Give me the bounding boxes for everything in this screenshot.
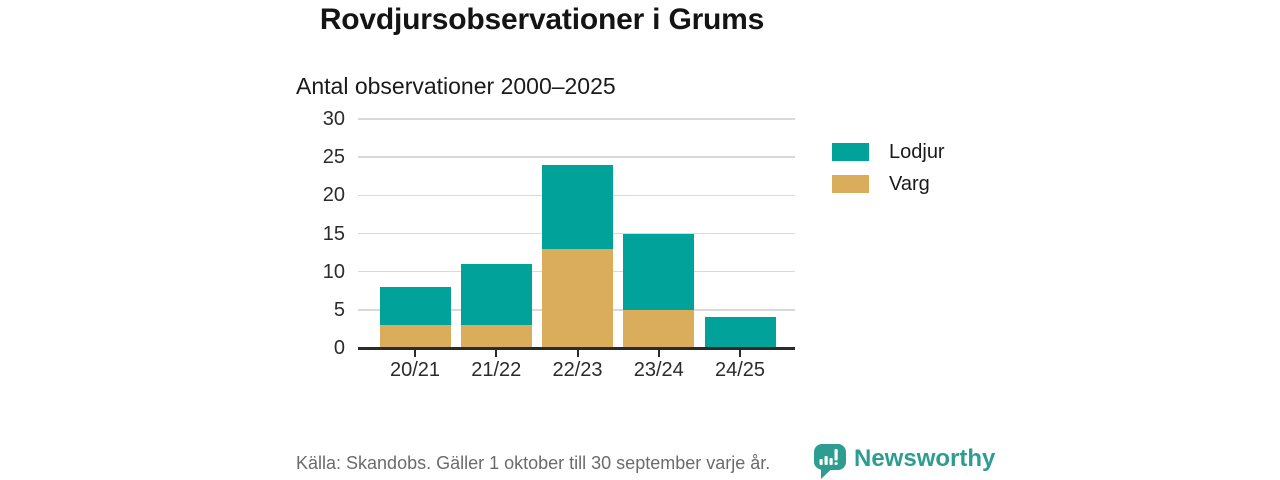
page-title: Rovdjursobservationer i Grums: [319, 3, 765, 36]
legend-item-lodjur: Lodjur: [832, 140, 945, 164]
gridline: [358, 118, 795, 120]
bar-segment-lodjur: [704, 317, 776, 348]
x-axis-tick: [657, 350, 660, 357]
y-axis-tick-label: 20: [322, 184, 345, 207]
x-axis-tick-label: 22/23: [552, 359, 603, 381]
bar-segment-varg: [379, 325, 451, 348]
legend-swatch-lodjur: [832, 143, 869, 161]
bar-segment-varg: [460, 325, 532, 348]
x-axis-tick: [414, 350, 416, 357]
bar-segment-varg: [623, 309, 695, 348]
gridline: [358, 156, 795, 158]
bar-segment-varg: [542, 248, 613, 348]
x-axis-tick: [495, 350, 498, 357]
legend-label: Lodjur: [889, 141, 945, 163]
x-axis-tick-label: 24/25: [714, 359, 766, 381]
legend-swatch-varg: [832, 175, 869, 193]
x-axis-tick-label: 23/24: [633, 359, 684, 381]
chart-subtitle: Antal observationer 2000–2025: [296, 73, 616, 99]
y-axis-tick-label: 30: [322, 108, 345, 130]
x-axis-tick: [739, 350, 741, 357]
x-axis-tick-label: 21/22: [471, 359, 522, 381]
y-axis-tick-label: 25: [322, 146, 345, 169]
source-note: Källa: Skandobs. Gäller 1 oktober till 3…: [296, 453, 771, 473]
legend-label: Varg: [889, 173, 930, 195]
y-axis-tick-label: 15: [322, 222, 345, 245]
chart-legend: Lodjur Varg: [832, 140, 945, 196]
legend-item-varg: Varg: [832, 172, 945, 196]
bar-segment-lodjur: [542, 164, 613, 249]
bar-segment-lodjur: [460, 264, 532, 326]
x-axis-tick: [576, 350, 579, 357]
newsworthy-logo-icon: [813, 443, 847, 480]
x-axis-tick-label: 20/21: [389, 359, 441, 381]
newsworthy-wordmark: Newsworthy: [854, 445, 996, 472]
x-axis-line: [358, 347, 795, 350]
y-axis-tick-label: 0: [333, 337, 345, 359]
bar-segment-lodjur: [623, 233, 695, 310]
y-axis-tick-label: 5: [333, 298, 345, 321]
newsworthy-logo-link[interactable]: Newsworthy: [813, 443, 995, 480]
y-axis-tick-label: 10: [322, 260, 345, 283]
bar-segment-lodjur: [379, 286, 451, 326]
